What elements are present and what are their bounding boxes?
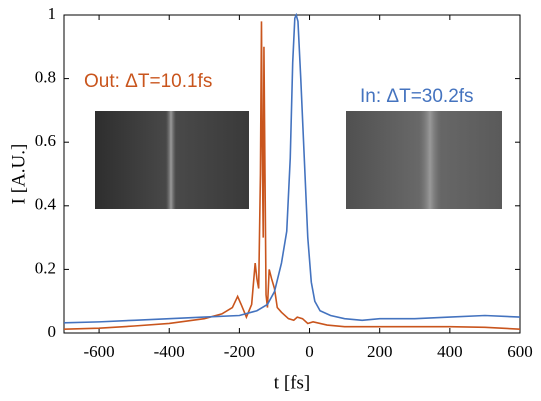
annotation: In: ΔT=30.2fs — [360, 86, 474, 107]
y-tick-label: 0.8 — [35, 68, 56, 87]
annotation: Out: ΔT=10.1fs — [84, 71, 212, 92]
x-tick-label: 200 — [367, 342, 393, 361]
x-tick-label: -200 — [224, 342, 255, 361]
x-tick-label: 0 — [305, 342, 314, 361]
y-axis-label: I [A.U.] — [8, 144, 29, 205]
inset-out — [95, 111, 249, 209]
y-tick-label: 0.6 — [35, 131, 56, 150]
x-tick-label: 400 — [437, 342, 463, 361]
x-tick-label: 600 — [507, 342, 533, 361]
y-tick-label: 1 — [48, 4, 57, 23]
y-tick-label: 0.4 — [35, 195, 57, 214]
y-tick-label: 0.2 — [35, 258, 56, 277]
x-tick-label: -600 — [83, 342, 114, 361]
inset-in — [346, 111, 502, 209]
x-axis-label: t [fs] — [274, 372, 310, 393]
series-line — [64, 21, 520, 330]
x-tick-label: -400 — [154, 342, 185, 361]
y-tick-label: 0 — [48, 322, 57, 341]
series-line — [64, 13, 520, 324]
